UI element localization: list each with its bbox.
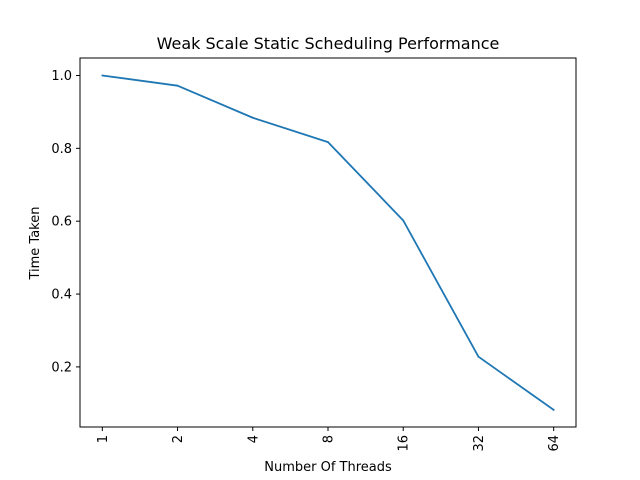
- data-point: [251, 116, 254, 119]
- x-tick-label: 2: [171, 435, 186, 443]
- x-tick-label: 16: [397, 435, 412, 452]
- y-axis: 0.2 0.4 0.6 0.8 1.0: [51, 69, 80, 375]
- y-axis-label: Time Taken: [28, 206, 43, 280]
- y-tick-label: 0.6: [51, 215, 72, 230]
- data-point: [176, 84, 179, 87]
- y-tick-label: 0.4: [51, 288, 72, 303]
- x-tick-label: 4: [246, 435, 261, 443]
- y-tick-label: 0.8: [51, 142, 72, 157]
- chart-title: Weak Scale Static Scheduling Performance: [157, 34, 500, 53]
- data-point: [402, 219, 405, 222]
- plot-area-frame: [79, 57, 577, 428]
- x-axis-label: Number Of Threads: [264, 460, 392, 475]
- x-tick-label: 1: [96, 435, 111, 443]
- x-tick-label: 32: [472, 435, 487, 452]
- series-line: [101, 74, 555, 411]
- x-axis: 1 2 4 8 16 32 64: [96, 427, 562, 452]
- x-tick-label: 8: [322, 435, 337, 443]
- x-tick-label: 64: [547, 435, 562, 452]
- series-layer: [101, 74, 555, 411]
- data-point: [327, 141, 329, 144]
- data-point: [101, 74, 104, 77]
- data-point: [552, 408, 555, 411]
- y-tick-label: 0.2: [51, 360, 72, 375]
- y-tick-label: 1.0: [51, 69, 72, 84]
- data-point: [477, 355, 480, 358]
